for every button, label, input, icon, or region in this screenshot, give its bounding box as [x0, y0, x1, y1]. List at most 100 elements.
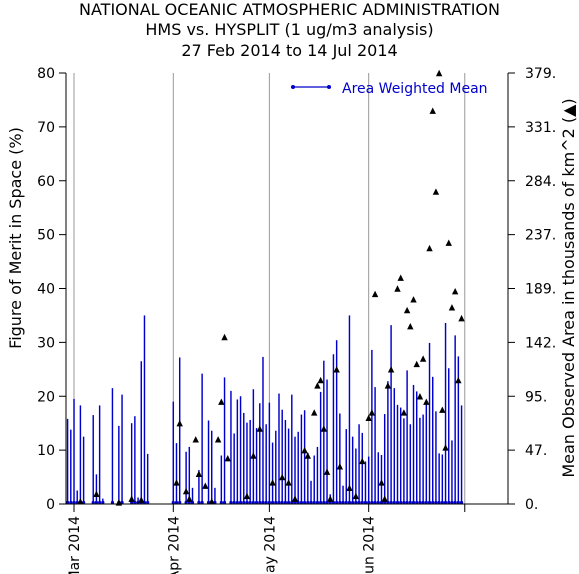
area-triangle: [400, 409, 408, 416]
bar: [300, 414, 303, 504]
bar: [230, 390, 232, 504]
bar: [175, 443, 178, 504]
baseline-dot: [389, 500, 393, 505]
area-triangle: [173, 479, 180, 486]
bar: [121, 394, 123, 504]
area-triangle: [455, 376, 462, 384]
bar: [265, 424, 267, 504]
baseline-dot: [72, 500, 76, 505]
y-tick-label: 40: [37, 282, 55, 298]
bar: [319, 391, 322, 504]
bar: [252, 389, 255, 504]
bar: [454, 335, 456, 504]
y-tick-label: 70: [37, 120, 55, 136]
bar: [460, 405, 463, 504]
bar: [390, 325, 392, 504]
chart-subtitle: 27 Feb 2014 to 14 Jul 2014: [181, 41, 398, 60]
bar: [367, 456, 370, 504]
bar: [403, 418, 405, 504]
baseline-dot: [264, 500, 268, 505]
baseline-dot: [437, 500, 441, 505]
bar: [422, 414, 424, 504]
bar: [326, 379, 328, 504]
baseline-dot: [370, 500, 374, 505]
bar-series: [66, 315, 464, 505]
legend-label: Area Weighted Mean: [342, 81, 488, 97]
bar: [412, 384, 415, 504]
area-triangle: [458, 314, 465, 322]
baseline-dot: [408, 500, 412, 505]
bar: [255, 428, 258, 504]
bar: [371, 349, 373, 504]
bar: [146, 453, 149, 504]
bar: [361, 432, 363, 504]
baseline-dot: [367, 500, 371, 505]
bar: [396, 404, 399, 504]
bar: [377, 452, 380, 504]
bar: [435, 411, 437, 504]
axes: Mar 2014 Apr 2014 May 2014 Jun 2014 0 10 20 30 4…: [37, 66, 556, 574]
baseline-dot: [424, 500, 428, 505]
area-triangle: [352, 492, 360, 500]
y-tick-label: 50: [37, 228, 55, 244]
baseline-dot: [299, 500, 304, 505]
bar: [214, 487, 216, 504]
area-triangle: [387, 366, 395, 373]
area-triangle: [323, 468, 331, 475]
y-axis-label: Figure of Merit in Space (%): [6, 127, 25, 349]
y2-tick-label: 284.: [525, 174, 556, 190]
baseline-dot: [219, 500, 223, 505]
bar: [140, 361, 142, 504]
y-tick-label: 10: [37, 443, 55, 459]
y-tick-label: 20: [37, 389, 55, 405]
baseline-dot: [450, 500, 454, 505]
bar: [118, 425, 120, 504]
bar: [92, 415, 94, 504]
bar: [438, 453, 440, 504]
bar: [393, 388, 396, 504]
bar: [307, 452, 309, 504]
bar: [76, 490, 78, 504]
bar: [233, 433, 235, 504]
baseline-dot: [421, 500, 425, 505]
area-triangle: [250, 452, 257, 459]
bar: [98, 405, 101, 504]
area-triangle: [192, 436, 199, 443]
baseline-dot: [200, 500, 204, 505]
baseline-dot: [258, 500, 262, 505]
area-triangle: [407, 323, 414, 330]
area-triangle: [419, 355, 427, 362]
chart-title: HMS vs. HYSPLIT (1 ug/m3 analysis): [145, 20, 434, 39]
area-triangle: [368, 409, 376, 416]
area-triangle: [202, 482, 209, 489]
baseline-dot: [94, 500, 99, 505]
area-triangle: [301, 446, 308, 454]
bar: [275, 430, 277, 504]
bar: [249, 419, 251, 504]
y2-tick-label: 189.: [525, 282, 556, 298]
bar: [441, 454, 444, 504]
baseline-dot: [351, 500, 355, 505]
baseline-dot: [242, 500, 246, 505]
area-triangle: [365, 414, 372, 421]
bar: [236, 399, 239, 504]
area-triangle: [442, 444, 449, 451]
baseline-dot: [277, 500, 281, 505]
bar: [316, 446, 319, 504]
bar: [178, 357, 181, 504]
baseline-dot: [456, 500, 460, 505]
bar: [278, 393, 280, 504]
area-triangle: [378, 479, 385, 486]
y2-tick-label: 95.: [525, 389, 547, 405]
baseline-dot: [254, 500, 259, 505]
baseline-dot: [427, 500, 432, 505]
y2-tick-label: 237.: [525, 228, 556, 244]
area-triangle: [317, 376, 324, 384]
triangle-series: [77, 69, 465, 506]
area-triangle: [333, 366, 340, 373]
bar: [291, 394, 293, 504]
baseline-dot: [245, 500, 249, 505]
bar: [95, 474, 98, 504]
baseline-dot: [232, 500, 236, 505]
bar: [268, 402, 271, 504]
